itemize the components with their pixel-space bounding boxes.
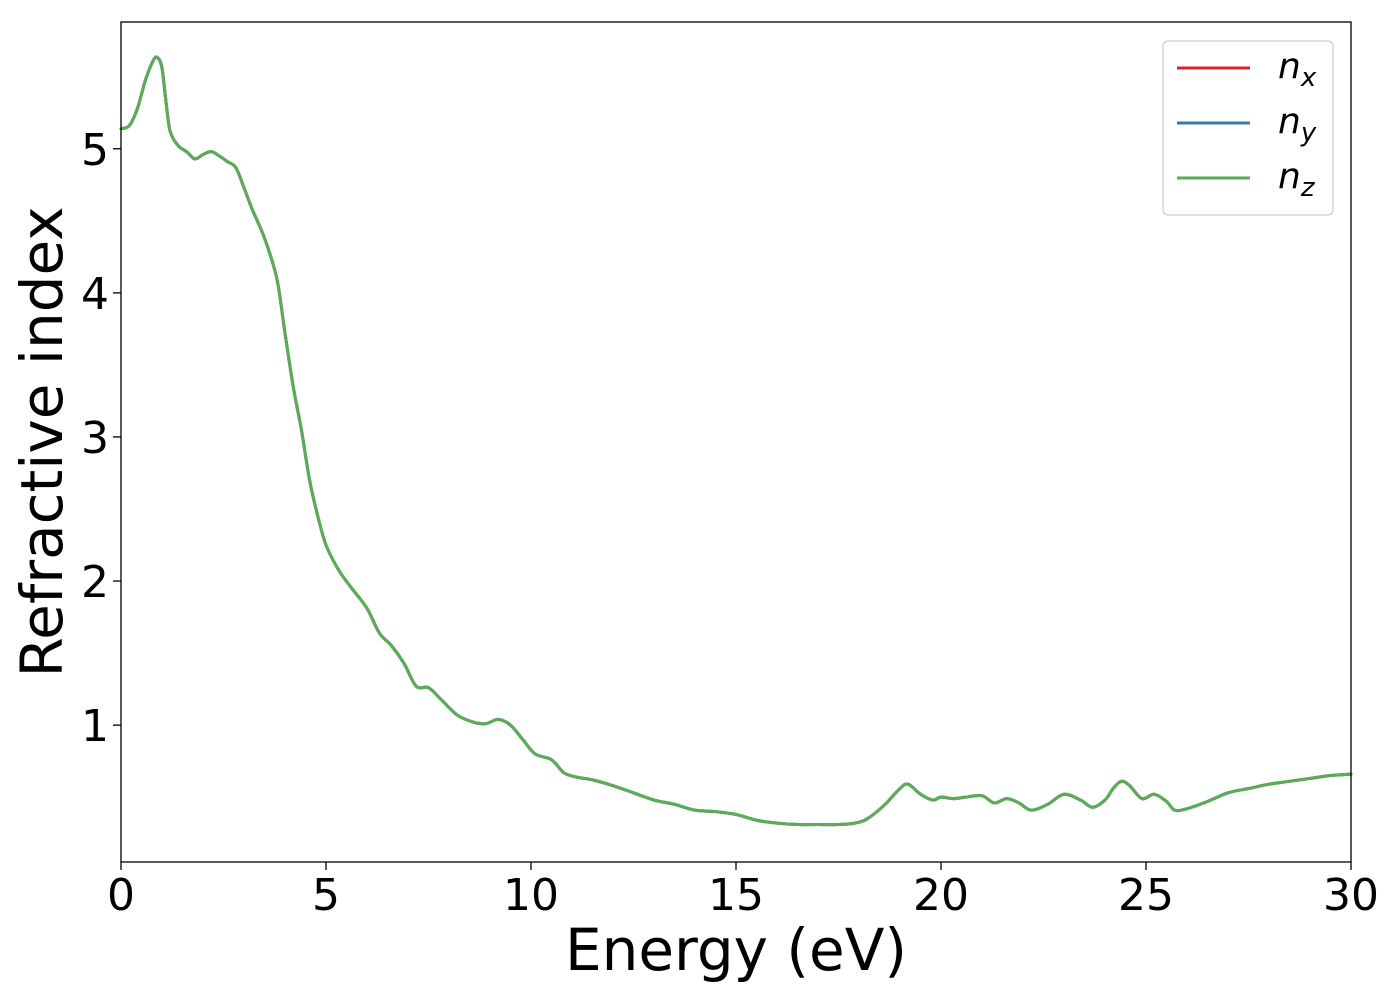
y-tick-label: 1 xyxy=(81,701,109,752)
x-axis-ticks: 0 5 10 15 20 25 30 xyxy=(107,862,1379,921)
series-line-n-z xyxy=(119,55,1353,827)
legend-label-subscript: z xyxy=(1300,173,1316,203)
legend-label-subscript: x xyxy=(1300,63,1317,93)
legend-label-base: n xyxy=(1278,46,1301,87)
y-tick-label: 4 xyxy=(81,269,109,320)
x-tick-label: 15 xyxy=(708,870,764,921)
legend-label: nz xyxy=(1278,156,1316,203)
plot-area xyxy=(121,22,1351,862)
x-tick-label: 30 xyxy=(1323,870,1379,921)
legend-label-base: n xyxy=(1278,101,1301,142)
legend-item-n-x: nx xyxy=(1177,46,1317,93)
x-tick-label: 5 xyxy=(312,870,340,921)
y-tick-label: 3 xyxy=(81,413,109,464)
x-tick-label: 10 xyxy=(503,870,559,921)
legend-label-subscript: y xyxy=(1300,118,1317,148)
x-tick-label: 20 xyxy=(913,870,969,921)
series-layer xyxy=(119,55,1353,827)
legend-item-n-z: nz xyxy=(1177,156,1316,203)
y-tick-label: 2 xyxy=(81,557,109,608)
legend-label-base: n xyxy=(1278,156,1301,197)
legend-box xyxy=(1162,40,1334,216)
y-axis-ticks: 1 2 3 4 5 xyxy=(81,125,121,752)
legend-item-n-y: ny xyxy=(1177,101,1317,148)
x-tick-label: 0 xyxy=(107,870,135,921)
x-tick-label: 25 xyxy=(1118,870,1174,921)
x-axis-title: Energy (eV) xyxy=(565,916,907,984)
y-axis-title: Refractive index xyxy=(8,206,76,677)
legend-label: ny xyxy=(1278,101,1317,148)
legend-label: nx xyxy=(1278,46,1317,93)
y-tick-label: 5 xyxy=(81,125,109,176)
